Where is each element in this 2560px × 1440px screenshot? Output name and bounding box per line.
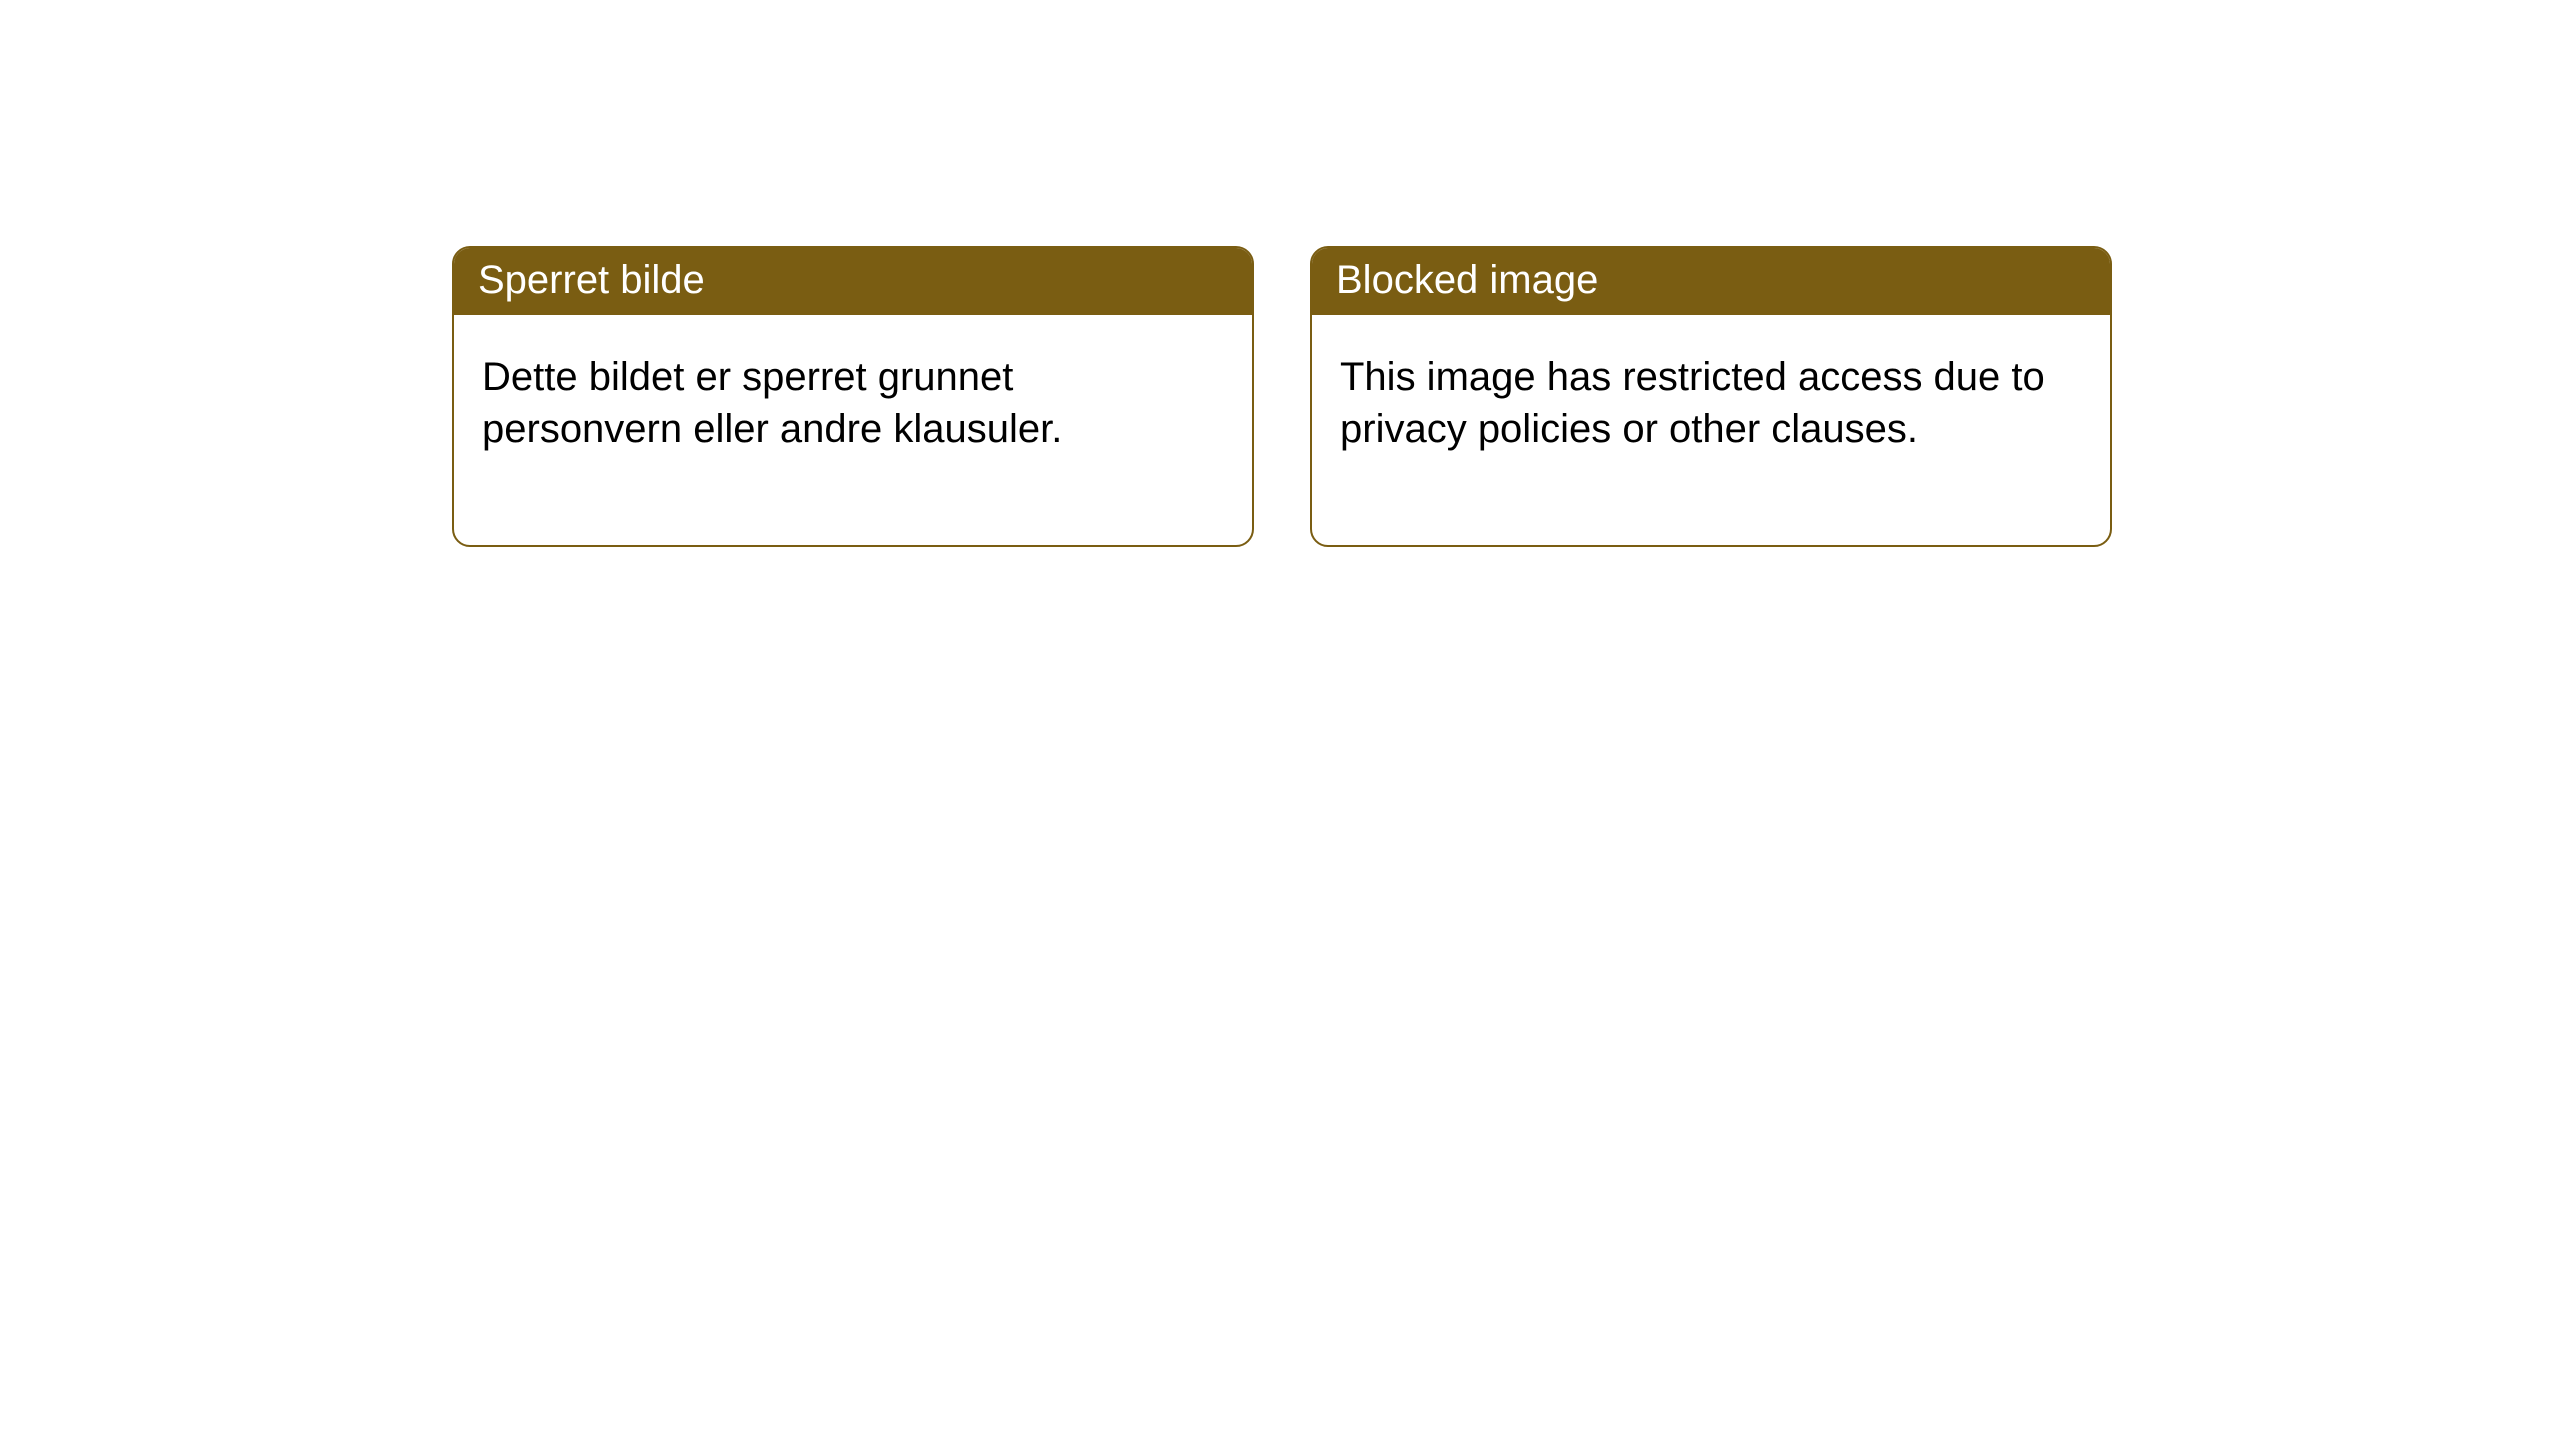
header-text: Sperret bilde [478, 258, 705, 302]
body-text: This image has restricted access due to … [1340, 355, 2045, 451]
notice-card-norwegian: Sperret bilde Dette bildet er sperret gr… [452, 246, 1254, 547]
card-header: Sperret bilde [454, 248, 1252, 315]
card-body: This image has restricted access due to … [1312, 315, 2110, 545]
notice-container: Sperret bilde Dette bildet er sperret gr… [452, 246, 2112, 547]
header-text: Blocked image [1336, 258, 1598, 302]
body-text: Dette bildet er sperret grunnet personve… [482, 355, 1062, 451]
card-body: Dette bildet er sperret grunnet personve… [454, 315, 1252, 545]
notice-card-english: Blocked image This image has restricted … [1310, 246, 2112, 547]
card-header: Blocked image [1312, 248, 2110, 315]
